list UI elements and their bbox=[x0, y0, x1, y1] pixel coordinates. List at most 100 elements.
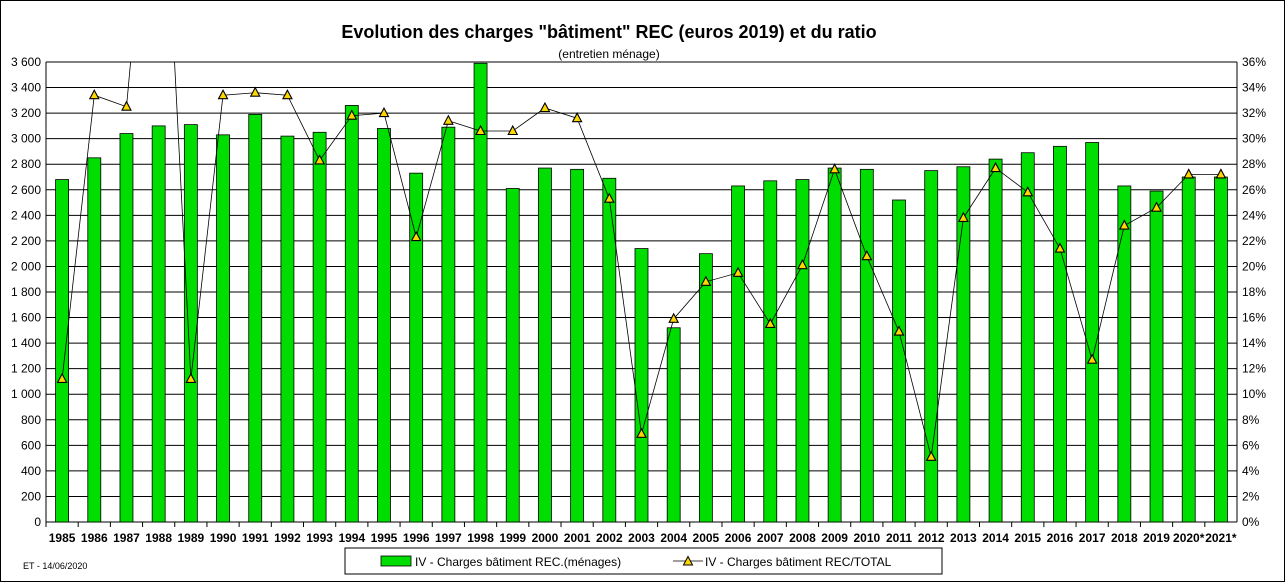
y-left-tick-label: 800 bbox=[21, 413, 41, 427]
ratio-marker bbox=[1151, 201, 1162, 212]
bar bbox=[634, 248, 649, 523]
ratio-marker bbox=[185, 372, 197, 383]
ratio-marker bbox=[1215, 168, 1227, 179]
bar bbox=[892, 199, 906, 523]
ratio-marker bbox=[282, 89, 293, 100]
x-tick-label: 1992 bbox=[274, 531, 301, 545]
bar bbox=[988, 158, 1003, 523]
y-left-tick-label: 1 000 bbox=[11, 387, 41, 401]
y-right-tick-label: 30% bbox=[1242, 132, 1266, 146]
x-tick-label: 2015 bbox=[1014, 531, 1041, 545]
y-right-tick-label: 2% bbox=[1242, 489, 1260, 503]
bar bbox=[248, 113, 263, 523]
x-tick-label: 2001 bbox=[564, 531, 591, 545]
y-right-tick-label: 28% bbox=[1242, 157, 1266, 171]
ratio-marker bbox=[346, 109, 358, 120]
bar bbox=[119, 133, 134, 523]
bar bbox=[312, 131, 327, 523]
y-left-tick-label: 200 bbox=[21, 489, 41, 503]
x-tick-label: 1986 bbox=[81, 531, 108, 545]
ratio-marker bbox=[1118, 219, 1130, 230]
chart-subtitle: (entretien ménage) bbox=[558, 47, 659, 61]
bar bbox=[473, 62, 488, 523]
y-right-tick-label: 24% bbox=[1242, 208, 1266, 222]
x-tick-label: 1993 bbox=[306, 531, 333, 545]
x-tick-label: 1991 bbox=[242, 531, 269, 545]
bar bbox=[570, 168, 585, 523]
y-right-tick-label: 20% bbox=[1242, 259, 1266, 273]
x-tick-label: 1987 bbox=[113, 531, 140, 545]
footer-note: ET - 14/06/2020 bbox=[23, 561, 87, 571]
chart-title: Evolution des charges "bâtiment" REC (eu… bbox=[341, 22, 876, 42]
y-right-tick-label: 16% bbox=[1242, 311, 1266, 325]
y-left-tick-label: 0 bbox=[34, 515, 41, 529]
x-tick-label: 1996 bbox=[403, 531, 430, 545]
y-right-tick-label: 0% bbox=[1242, 515, 1260, 529]
x-tick-label: 2016 bbox=[1047, 531, 1074, 545]
ratio-marker bbox=[539, 101, 551, 113]
x-tick-label: 1999 bbox=[499, 531, 526, 545]
x-tick-label: 2019 bbox=[1143, 531, 1170, 545]
plot-area: 0 0% 200 2% 400 4% 600 6% 800 8% 1 000 10% 1 200 12% 1… bbox=[11, 55, 1266, 545]
legend: IV - Charges bâtiment REC.(ménages) IV -… bbox=[344, 547, 943, 575]
ratio-marker bbox=[571, 112, 583, 123]
y-right-tick-label: 4% bbox=[1242, 464, 1260, 478]
ratio-marker bbox=[475, 124, 486, 136]
x-tick-label: 2011 bbox=[886, 531, 912, 545]
y-left-tick-label: 400 bbox=[21, 464, 41, 478]
ratio-marker bbox=[1022, 186, 1034, 197]
legend-line-label: IV - Charges bâtiment REC/TOTAL bbox=[705, 555, 892, 569]
bar bbox=[666, 327, 681, 523]
y-left-tick-label: 1 600 bbox=[11, 311, 41, 325]
y-left-tick-label: 2 400 bbox=[11, 208, 41, 222]
bar bbox=[924, 170, 939, 523]
bar bbox=[151, 125, 166, 523]
bar bbox=[859, 168, 874, 523]
x-tick-label: 1995 bbox=[371, 531, 398, 545]
ratio-marker bbox=[249, 86, 261, 97]
bar bbox=[87, 157, 102, 523]
ratio-marker bbox=[797, 258, 808, 270]
y-left-tick-label: 2 800 bbox=[11, 157, 41, 171]
x-tick-label: 2014 bbox=[982, 531, 1009, 545]
y-left-tick-label: 3 400 bbox=[11, 81, 41, 95]
ratio-marker bbox=[1054, 242, 1066, 253]
x-tick-label: 2021* bbox=[1205, 531, 1237, 545]
ratio-marker bbox=[893, 325, 905, 336]
x-tick-label: 2004 bbox=[660, 531, 687, 545]
y-left-tick-label: 1 200 bbox=[11, 362, 41, 376]
y-right-tick-label: 6% bbox=[1242, 438, 1260, 452]
x-tick-label: 2000 bbox=[532, 531, 559, 545]
y-left-tick-label: 2 200 bbox=[11, 234, 41, 248]
x-tick-label: 2005 bbox=[693, 531, 720, 545]
x-tick-label: 1989 bbox=[177, 531, 204, 545]
legend-line-marker bbox=[682, 555, 694, 566]
y-right-tick-label: 36% bbox=[1242, 55, 1266, 69]
bar bbox=[505, 188, 520, 523]
x-tick-label: 1994 bbox=[338, 531, 365, 545]
y-left-tick-label: 2 000 bbox=[11, 259, 41, 273]
bar bbox=[344, 105, 359, 523]
bar bbox=[731, 185, 745, 523]
x-tick-label: 1990 bbox=[210, 531, 237, 545]
ratio-marker bbox=[764, 317, 776, 328]
y-left-tick-label: 3 000 bbox=[11, 132, 41, 146]
x-tick-label: 2009 bbox=[821, 531, 848, 545]
ratio-marker bbox=[732, 266, 744, 277]
x-tick-label: 1988 bbox=[145, 531, 172, 545]
bar bbox=[377, 128, 391, 523]
bar bbox=[795, 179, 810, 523]
y-right-tick-label: 10% bbox=[1242, 387, 1266, 401]
x-tick-label: 1998 bbox=[467, 531, 494, 545]
bar bbox=[1214, 176, 1228, 523]
bar bbox=[538, 167, 552, 523]
ratio-marker bbox=[829, 163, 841, 174]
bar bbox=[55, 179, 69, 523]
x-tick-label: 2018 bbox=[1111, 531, 1138, 545]
x-tick-label: 2020* bbox=[1173, 531, 1205, 545]
bar bbox=[216, 134, 230, 523]
x-tick-label: 2010 bbox=[853, 531, 880, 545]
x-tick-label: 2017 bbox=[1079, 531, 1106, 545]
ratio-marker bbox=[217, 89, 229, 100]
